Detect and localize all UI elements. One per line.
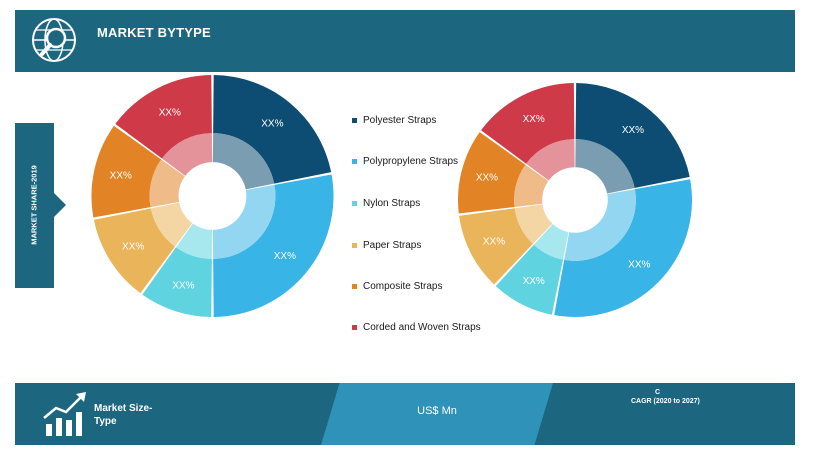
- donut-inner-slice: [514, 204, 553, 244]
- side-tab-arrow: [54, 193, 66, 217]
- globe-search-icon: [32, 18, 76, 62]
- legend-label: Corded and Woven Straps: [363, 321, 481, 333]
- slice-label: XX%: [483, 236, 505, 247]
- donut-slice: [213, 75, 332, 184]
- donut-chart-right: XX% XX% XX% XX% XX% XX%: [458, 83, 692, 318]
- donut-inner-slice: [212, 133, 275, 190]
- donut-chart-left: XX% XX% XX% XX% XX% XX%: [91, 75, 334, 317]
- legend-swatch: [352, 200, 357, 206]
- donut-inner-slice: [176, 223, 213, 259]
- side-tab: [15, 123, 54, 288]
- donut-inner-slice: [514, 164, 549, 208]
- slice-label: XX%: [172, 280, 194, 291]
- donut-slice: [142, 247, 212, 317]
- donut-inner-slice: [161, 133, 213, 176]
- legend-item: Corded and Woven Straps: [352, 320, 481, 334]
- slice-label: XX%: [476, 172, 498, 183]
- legend-swatch: [352, 117, 357, 123]
- growth-chart-icon: [43, 392, 86, 436]
- legend-item: Paper Straps: [352, 238, 421, 252]
- legend-item: Polypropylene Straps: [352, 154, 458, 168]
- donut-slice: [115, 75, 212, 159]
- donut-slice: [575, 83, 690, 189]
- slice-label: XX%: [122, 241, 144, 252]
- legend-item: Polyester Straps: [352, 113, 436, 127]
- donut-slice: [213, 174, 334, 317]
- donut-inner-slice: [212, 184, 276, 259]
- footer-cagr-label: CAGR (2020 to 2027): [631, 398, 700, 405]
- page-title: MARKET BYTYPE: [97, 25, 211, 40]
- slice-label: XX%: [523, 276, 545, 287]
- footer-unit: US$ Mn: [417, 405, 457, 417]
- legend-swatch: [352, 324, 357, 330]
- slice-label: XX%: [159, 107, 181, 118]
- legend-item: Composite Straps: [352, 279, 442, 293]
- legend-swatch: [352, 158, 357, 164]
- donut-slice: [459, 208, 533, 285]
- legend-label: Composite Straps: [363, 280, 443, 292]
- donut-inner-slice: [149, 159, 185, 208]
- footer-center-panel: [321, 383, 553, 445]
- donut-slice: [458, 132, 526, 214]
- slice-label: XX%: [628, 259, 650, 270]
- donut-hole: [543, 168, 607, 232]
- donut-slice: [481, 83, 575, 164]
- header-bar: [15, 10, 795, 72]
- legend-swatch: [352, 242, 357, 248]
- slice-label: XX%: [622, 125, 644, 136]
- donut-inner-slice: [533, 224, 569, 260]
- legend-label: Paper Straps: [363, 239, 422, 251]
- donut-inner-slice: [564, 189, 636, 261]
- legend-label: Polypropylene Straps: [363, 155, 459, 167]
- legend-label: Polyester Straps: [363, 114, 437, 126]
- legend-item: Nylon Straps: [352, 196, 420, 210]
- slice-label: XX%: [110, 171, 132, 182]
- legend-swatch: [352, 283, 357, 289]
- donut-hole: [179, 163, 246, 229]
- footer-c-label: C: [655, 389, 661, 396]
- donut-slice: [91, 125, 162, 218]
- donut-slice: [554, 179, 692, 318]
- side-label: MARKET SHARE-2019: [29, 165, 39, 245]
- slice-label: XX%: [261, 119, 283, 130]
- slice-label: XX%: [274, 251, 296, 262]
- donut-inner-slice: [526, 139, 575, 181]
- donut-inner-slice: [150, 202, 193, 247]
- footer-market-size-label: Market Size-Type: [94, 403, 153, 427]
- legend-label: Nylon Straps: [363, 197, 421, 209]
- slice-label: XX%: [523, 114, 545, 125]
- donut-slice: [93, 208, 176, 294]
- donut-inner-slice: [575, 139, 635, 194]
- donut-slice: [495, 244, 564, 315]
